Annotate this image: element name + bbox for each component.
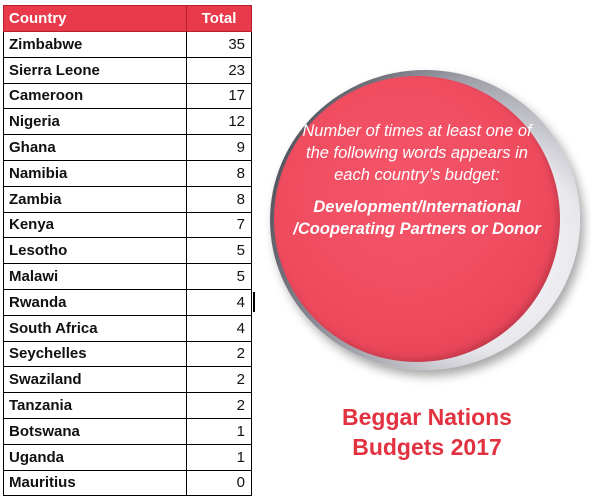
- total-cell: 35: [186, 31, 252, 58]
- disc-keywords: Development/International /Cooperating P…: [293, 198, 541, 238]
- table-row: Botswana 1: [3, 417, 252, 445]
- total-cell: 4: [186, 314, 252, 342]
- country-cell: Swaziland: [3, 366, 187, 394]
- country-cell: Sierra Leone: [3, 56, 187, 84]
- total-cell: 8: [186, 185, 252, 213]
- total-cell: 12: [186, 108, 252, 136]
- country-cell: Ghana: [3, 134, 187, 161]
- table-row: Rwanda 4: [3, 288, 252, 316]
- table-row: Ghana 9: [3, 134, 252, 161]
- table-row: Malawi 5: [3, 263, 252, 290]
- country-cell: Zimbabwe: [3, 31, 187, 58]
- country-cell: Cameroon: [3, 82, 187, 110]
- total-cell: 9: [186, 134, 252, 161]
- column-header-total: Total: [186, 5, 252, 32]
- table-body: Zimbabwe 35 Sierra Leone 23 Cameroon 17 Nigeri…: [3, 31, 252, 497]
- table-row: Uganda 1: [3, 443, 252, 471]
- country-cell: Lesotho: [3, 237, 187, 265]
- table-header-row: Country Total: [3, 5, 252, 32]
- chart-title: Beggar Nations Budgets 2017: [312, 402, 542, 462]
- column-header-country: Country: [3, 5, 187, 32]
- stray-border-line: [253, 292, 255, 312]
- table-row: Namibia 8: [3, 159, 252, 187]
- total-cell: 5: [186, 263, 252, 290]
- country-cell: Botswana: [3, 417, 187, 445]
- country-cell: Nigeria: [3, 108, 187, 136]
- table-row: South Africa 4: [3, 314, 252, 342]
- total-cell: 1: [186, 417, 252, 445]
- country-cell: Kenya: [3, 211, 187, 239]
- country-cell: Malawi: [3, 263, 187, 290]
- total-cell: 1: [186, 443, 252, 471]
- country-totals-table: Country Total Zimbabwe 35 Sierra Leone 23 Ca…: [3, 5, 252, 497]
- total-cell: 2: [186, 340, 252, 368]
- country-cell: Seychelles: [3, 340, 187, 368]
- table-row: Sierra Leone 23: [3, 56, 252, 84]
- country-cell: Uganda: [3, 443, 187, 471]
- total-cell: 5: [186, 237, 252, 265]
- country-cell: Zambia: [3, 185, 187, 213]
- title-line-1: Beggar Nations: [342, 404, 512, 430]
- total-cell: 23: [186, 56, 252, 84]
- total-cell: 0: [186, 469, 252, 497]
- table-row: Zambia 8: [3, 185, 252, 213]
- table-row: Swaziland 2: [3, 366, 252, 394]
- table-row: Cameroon 17: [3, 82, 252, 110]
- red-disc: [274, 76, 560, 362]
- table-row: Nigeria 12: [3, 108, 252, 136]
- total-cell: 8: [186, 159, 252, 187]
- country-cell: Namibia: [3, 159, 187, 187]
- table-row: Kenya 7: [3, 211, 252, 239]
- total-cell: 7: [186, 211, 252, 239]
- country-cell: Rwanda: [3, 288, 187, 316]
- table-row: Seychelles 2: [3, 340, 252, 368]
- table-row: Tanzania 2: [3, 392, 252, 419]
- total-cell: 4: [186, 288, 252, 316]
- title-line-2: Budgets 2017: [352, 434, 502, 460]
- country-cell: Tanzania: [3, 392, 187, 419]
- disc-caption: Number of times at least one of the foll…: [282, 120, 552, 240]
- total-cell: 2: [186, 392, 252, 419]
- table-row: Lesotho 5: [3, 237, 252, 265]
- table-row: Zimbabwe 35: [3, 31, 252, 58]
- total-cell: 17: [186, 82, 252, 110]
- disc-note: Number of times at least one of the foll…: [302, 122, 532, 184]
- total-cell: 2: [186, 366, 252, 394]
- country-cell: South Africa: [3, 314, 187, 342]
- table-row: Mauritius 0: [3, 469, 252, 497]
- country-cell: Mauritius: [3, 469, 187, 497]
